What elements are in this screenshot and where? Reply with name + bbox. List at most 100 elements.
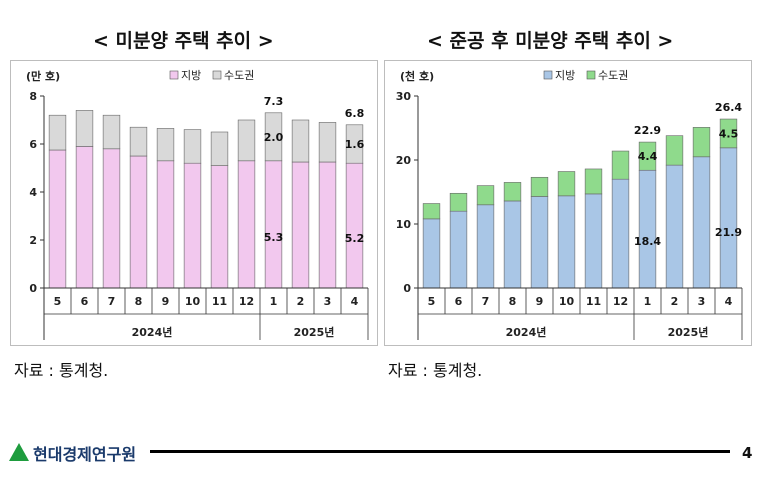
x-tick-label: 1 (270, 295, 278, 308)
bar-segment-local (291, 161, 310, 289)
x-tick-label: 5 (428, 295, 436, 308)
bar-segment-capital (264, 112, 283, 162)
x-tick-label: 8 (509, 295, 517, 308)
data-label: 4.4 (638, 150, 658, 163)
bar-segment-capital (719, 118, 738, 149)
bar-segment-local (129, 155, 148, 289)
legend-swatch-1 (212, 70, 222, 80)
y-tick-label: 0 (29, 282, 37, 295)
legend-label-1: 수도권 (224, 69, 254, 82)
bar-segment-local (503, 200, 522, 289)
y-tick-label: 0 (403, 282, 411, 295)
y-tick-label: 6 (29, 138, 37, 151)
unit-label: (만 호) (26, 69, 60, 83)
x-tick-label: 11 (586, 295, 601, 308)
bar-segment-capital (584, 168, 603, 195)
x-tick-label: 4 (351, 295, 359, 308)
bar-segment-capital (422, 203, 441, 220)
x-year-label: 2025년 (294, 325, 335, 339)
bar-segment-capital (449, 192, 468, 212)
bar-segment-local (264, 160, 283, 289)
bar-segment-capital (237, 119, 256, 162)
legend-swatch-0 (543, 70, 553, 80)
legend-swatch-1 (586, 70, 596, 80)
bar-segment-local (422, 218, 441, 289)
bar-segment-local (584, 193, 603, 289)
x-tick-label: 9 (536, 295, 544, 308)
bar-segment-local (638, 169, 657, 289)
data-label: 22.9 (634, 124, 661, 137)
x-tick-label: 10 (559, 295, 575, 308)
chart-title-unsold: < 미분양 주택 추이 > (93, 30, 274, 52)
footer-org-name: 현대경제연구원 (33, 445, 137, 464)
bar-segment-local (557, 195, 576, 289)
x-tick-label: 9 (162, 295, 170, 308)
bar-segment-local (75, 146, 94, 289)
y-tick-label: 10 (396, 218, 412, 231)
bar-segment-capital (156, 128, 175, 162)
unsold-housing-chart: (만 호) 지방 수도권 0 2 4 6 8 2.0 5.3 7.3 1.6 5.2 6.8 5 6 7 8 9 10… (10, 60, 378, 346)
x-year-label: 2024년 (132, 325, 173, 339)
bar-segment-capital (48, 114, 67, 151)
data-label: 21.9 (715, 226, 742, 239)
bar-segment-capital (291, 119, 310, 163)
page-number: 4 (742, 444, 753, 462)
bar-segment-local (156, 160, 175, 289)
y-tick-label: 2 (29, 234, 37, 247)
bar-segment-capital (557, 171, 576, 197)
data-label: 7.3 (264, 95, 284, 108)
bar-segment-local (237, 160, 256, 289)
legend-swatch-0 (169, 70, 179, 80)
completed-unsold-housing-chart: (천 호) 지방 수도권 0 10 20 30 4.4 18.4 22.9 4.5 21.9 26.4 5… (384, 60, 752, 346)
chart-title-completed-unsold: < 준공 후 미분양 주택 추이 > (427, 30, 674, 52)
bar-segment-capital (638, 141, 657, 171)
triangle-logo-icon (9, 443, 29, 461)
legend-label-1: 수도권 (598, 69, 628, 82)
bar-segment-local (611, 178, 630, 289)
y-tick-label: 20 (396, 154, 412, 167)
data-label: 1.6 (345, 138, 365, 151)
bar-segment-capital (318, 122, 337, 163)
x-tick-label: 7 (482, 295, 490, 308)
bar-segment-local (183, 162, 202, 289)
bar-segment-capital (183, 129, 202, 164)
bar-segment-local (665, 164, 684, 289)
bar-segment-local (692, 156, 711, 289)
source-note-left: 자료 : 통계청. (14, 361, 109, 380)
bar-segment-local (48, 149, 67, 289)
x-tick-label: 2 (297, 295, 305, 308)
bar-segment-local (476, 204, 495, 289)
bar-segment-local (345, 162, 364, 289)
footer-divider (150, 450, 730, 453)
legend-label-0: 지방 (181, 69, 201, 82)
bar-segment-capital (530, 176, 549, 197)
x-tick-label: 2 (671, 295, 679, 308)
x-tick-label: 10 (185, 295, 201, 308)
x-tick-label: 5 (54, 295, 62, 308)
x-tick-label: 4 (725, 295, 733, 308)
bar-segment-local (719, 147, 738, 289)
bar-segment-local (318, 161, 337, 289)
x-tick-label: 1 (644, 295, 652, 308)
data-label: 6.8 (345, 107, 365, 120)
bar-segment-local (102, 148, 121, 289)
source-note-right: 자료 : 통계청. (388, 361, 483, 380)
x-year-label: 2024년 (506, 325, 547, 339)
data-label: 18.4 (634, 235, 661, 248)
bar-segment-capital (210, 131, 229, 166)
bar-segment-capital (75, 110, 94, 147)
x-tick-label: 12 (613, 295, 628, 308)
bar-segment-local (449, 210, 468, 289)
bar-segment-capital (476, 185, 495, 206)
data-label: 26.4 (715, 101, 742, 114)
bar-segment-capital (102, 114, 121, 150)
x-tick-label: 12 (239, 295, 254, 308)
bar-segment-capital (611, 150, 630, 180)
bar-segment-capital (345, 124, 364, 164)
data-label: 5.2 (345, 232, 365, 245)
y-tick-label: 8 (29, 90, 37, 103)
x-tick-label: 6 (455, 295, 463, 308)
x-tick-label: 11 (212, 295, 227, 308)
x-year-label: 2025년 (668, 325, 709, 339)
data-label: 4.5 (719, 127, 739, 140)
